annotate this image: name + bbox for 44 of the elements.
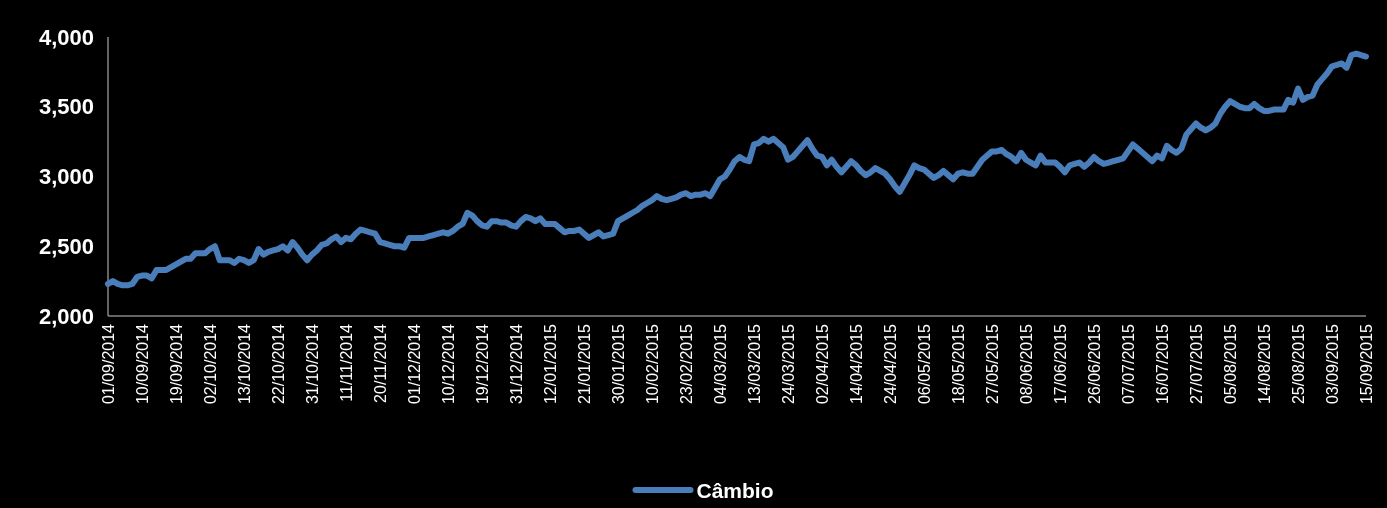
x-tick-label: 14/08/2015 bbox=[1255, 323, 1273, 405]
y-tick-label: 3,000 bbox=[38, 164, 94, 189]
x-tick-label: 15/09/2015 bbox=[1357, 323, 1375, 405]
x-tick-label: 31/12/2014 bbox=[507, 323, 525, 405]
x-tick-label: 24/03/2015 bbox=[779, 323, 797, 405]
x-tick-label: 10/02/2015 bbox=[643, 323, 661, 405]
y-tick-label: 4,000 bbox=[38, 24, 94, 50]
x-tick-label: 26/06/2015 bbox=[1085, 323, 1103, 405]
x-tick-label: 02/04/2015 bbox=[813, 323, 831, 405]
x-tick-label: 10/12/2014 bbox=[439, 323, 457, 405]
x-tick-label: 01/09/2014 bbox=[99, 323, 117, 405]
x-tick-label: 13/03/2015 bbox=[745, 323, 763, 405]
y-tick-label: 2,500 bbox=[38, 233, 94, 259]
x-tick-label: 01/12/2014 bbox=[405, 323, 423, 405]
x-tick-label: 03/09/2015 bbox=[1323, 323, 1341, 405]
x-tick-label: 30/01/2015 bbox=[609, 323, 627, 405]
x-tick-label: 18/05/2015 bbox=[949, 323, 967, 405]
x-tick-label: 16/07/2015 bbox=[1153, 323, 1171, 405]
x-tick-label: 23/02/2015 bbox=[677, 323, 695, 405]
x-tick-label: 20/11/2014 bbox=[371, 323, 389, 403]
x-tick-label: 02/10/2014 bbox=[201, 323, 219, 405]
x-tick-label: 19/09/2014 bbox=[167, 323, 185, 405]
x-tick-label: 17/06/2015 bbox=[1051, 323, 1069, 405]
x-tick-label: 04/03/2015 bbox=[711, 323, 729, 405]
x-tick-label: 27/07/2015 bbox=[1187, 323, 1205, 405]
x-tick-label: 25/08/2015 bbox=[1289, 323, 1307, 405]
y-tick-label: 3,500 bbox=[38, 94, 94, 120]
x-tick-label: 24/04/2015 bbox=[881, 323, 899, 405]
x-tick-label: 05/08/2015 bbox=[1221, 323, 1239, 405]
x-tick-label: 31/10/2014 bbox=[303, 323, 321, 405]
x-tick-label: 21/01/2015 bbox=[575, 323, 593, 405]
x-tick-label: 19/12/2014 bbox=[473, 323, 491, 405]
x-tick-label: 12/01/2015 bbox=[541, 323, 559, 405]
x-tick-label: 07/07/2015 bbox=[1119, 323, 1137, 405]
legend-label: Câmbio bbox=[696, 478, 774, 502]
x-tick-label: 10/09/2014 bbox=[133, 323, 151, 405]
x-tick-label: 08/06/2015 bbox=[1017, 323, 1035, 405]
x-tick-label: 14/04/2015 bbox=[847, 323, 865, 405]
x-tick-label: 13/10/2014 bbox=[235, 323, 253, 405]
x-tick-label: 11/11/2014 bbox=[337, 323, 355, 402]
y-tick-label: 2,000 bbox=[38, 303, 94, 329]
x-tick-label: 22/10/2014 bbox=[269, 323, 287, 405]
x-tick-label: 27/05/2015 bbox=[983, 323, 1001, 405]
x-tick-label: 06/05/2015 bbox=[915, 323, 933, 405]
